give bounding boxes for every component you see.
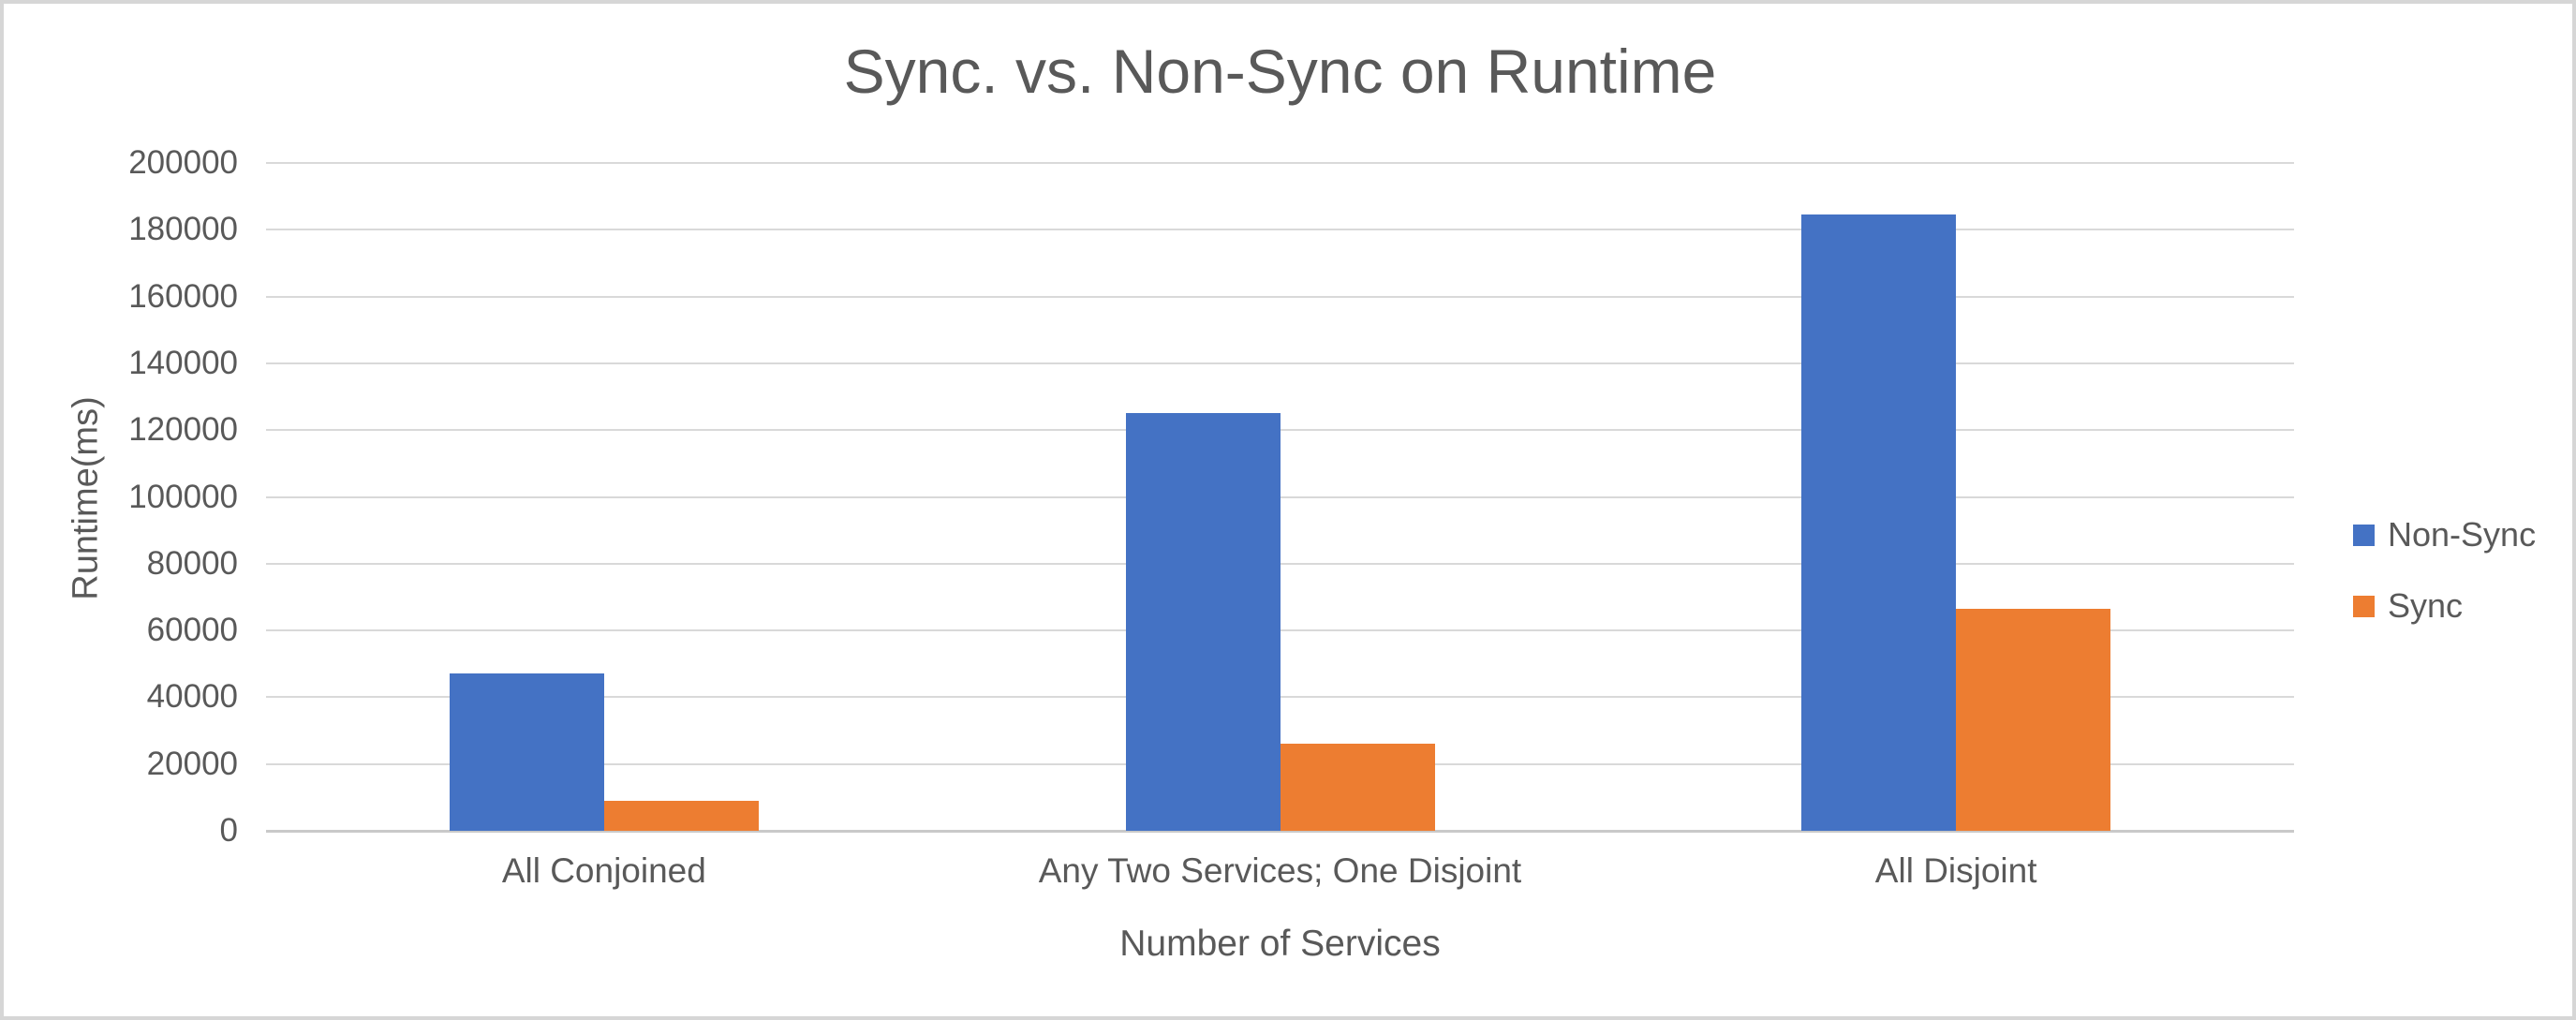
legend-label-non-sync: Non-Sync	[2388, 515, 2537, 554]
y-tick-label-80000: 80000	[146, 544, 238, 582]
y-tick-label-60000: 60000	[146, 612, 238, 649]
bar-sync-all-conjoined	[603, 800, 759, 831]
x-tick-label-all-conjoined: All Conjoined	[501, 851, 706, 890]
legend-swatch-sync-icon	[2353, 595, 2375, 617]
gridline-100000	[266, 495, 2294, 498]
x-tick-label-all-disjoint: All Disjoint	[1874, 851, 2037, 890]
gridline-60000	[266, 629, 2294, 632]
chart-title: Sync. vs. Non-Sync on Runtime	[843, 37, 1717, 106]
legend-label-sync: Sync	[2388, 586, 2464, 625]
bar-non-sync-all-conjoined	[449, 673, 604, 831]
gridline-80000	[266, 562, 2294, 565]
x-tick-label-any-two-services-one-disjoint: Any Two Services; One Disjoint	[1038, 851, 1522, 890]
y-tick-label-180000: 180000	[128, 211, 238, 248]
y-tick-label-20000: 20000	[146, 745, 238, 782]
legend-item-non-sync: Non-Sync	[2353, 515, 2536, 554]
y-tick-label-200000: 200000	[128, 144, 238, 181]
plot-area	[266, 162, 2294, 833]
bar-sync-any-two-services-one-disjoint	[1280, 744, 1435, 831]
legend-swatch-non-sync-icon	[2353, 524, 2375, 546]
legend-item-sync: Sync	[2353, 586, 2463, 626]
gridline-0	[266, 830, 2294, 833]
gridline-140000	[266, 362, 2294, 364]
gridline-160000	[266, 295, 2294, 298]
y-tick-label-100000: 100000	[128, 478, 238, 515]
y-tick-label-140000: 140000	[128, 344, 238, 381]
gridline-40000	[266, 696, 2294, 699]
y-tick-label-160000: 160000	[128, 277, 238, 315]
y-tick-label-120000: 120000	[128, 411, 238, 449]
gridline-200000	[266, 162, 2294, 164]
y-tick-label-0: 0	[219, 812, 238, 849]
bar-sync-all-disjoint	[1956, 608, 2111, 831]
bar-non-sync-any-two-services-one-disjoint	[1125, 413, 1281, 831]
gridline-180000	[266, 229, 2294, 231]
gridline-120000	[266, 429, 2294, 432]
x-axis-title: Number of Services	[1119, 924, 1441, 964]
y-tick-label-40000: 40000	[146, 678, 238, 716]
bar-non-sync-all-disjoint	[1801, 214, 1957, 831]
